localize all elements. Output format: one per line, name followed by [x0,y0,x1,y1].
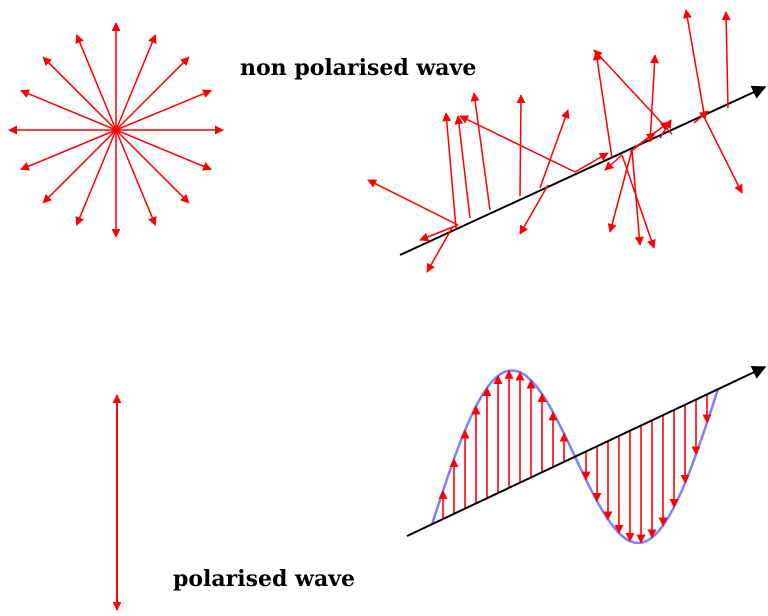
field-vector-arrow [426,227,453,273]
star-arrow [20,129,117,171]
field-vector-arrow [454,115,471,219]
field-vector-arrow [519,184,549,235]
field-vector-arrow [621,154,656,249]
field-vector-arrow [367,179,459,226]
star-arrow [75,34,117,131]
star-arrow [115,129,190,204]
polarised-wave-diagram [406,366,767,545]
field-vector-arrow [539,109,570,189]
field-vector-arrow [659,119,672,139]
field-vector-arrow [607,149,633,233]
field-vector-arrow [682,9,706,120]
field-vector-arrow [604,154,623,171]
field-vector-arrow [592,51,613,159]
field-vector-arrow [574,152,609,173]
polarised-label: polarised wave [173,566,356,592]
non-polarised-wave-diagram [367,9,767,273]
field-vector-arrow [459,115,576,173]
star-arrow [115,89,212,131]
propagation-axis-bottom [406,366,767,537]
field-vector-arrow [470,92,491,211]
field-vector-arrow [442,112,457,229]
star-arrow [115,56,190,131]
non-polarised-label: non polarised wave [240,55,477,81]
field-vector-arrow [631,149,644,246]
star-arrow [20,89,117,131]
random-field-vectors [367,9,743,273]
field-vector-arrow [721,11,731,109]
field-vector-arrow [693,110,709,124]
star-arrow [42,129,117,204]
field-vector-arrow [649,54,660,143]
star-arrow [42,56,117,131]
non-polarised-star [8,22,224,238]
star-arrow [115,129,157,226]
propagation-axis-top [399,85,767,256]
star-arrow [115,129,212,171]
field-vector-arrow [593,49,673,135]
field-vector-arrow [419,224,459,242]
vertical-field-vectors [438,369,712,544]
star-arrow [75,129,117,226]
star-arrow [115,34,157,131]
field-vector-arrow [704,118,743,194]
